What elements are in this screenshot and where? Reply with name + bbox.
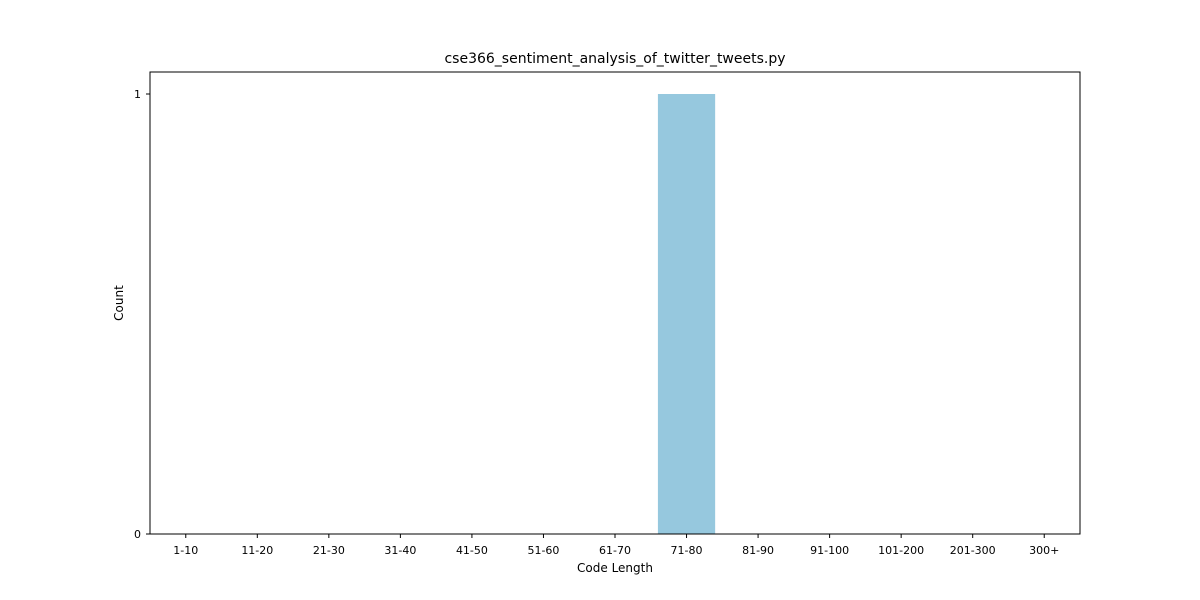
chart-title: cse366_sentiment_analysis_of_twitter_twe…: [444, 51, 785, 67]
axes-frame: [149, 71, 1081, 535]
x-tick-label: 201-300: [950, 544, 996, 557]
plot-area: 1-10 11-20 21-30 31-40 41-50 51-60 61-70 71-80 8…: [134, 88, 1059, 557]
x-axis-label: Code Length: [577, 561, 653, 575]
x-tick-label: 31-40: [384, 544, 416, 557]
bar-71-80: [657, 94, 716, 534]
x-tick-label: 91-100: [810, 544, 849, 557]
x-tick-label: 11-20: [241, 544, 273, 557]
x-tick-label: 21-30: [313, 544, 345, 557]
x-tick-label: 51-60: [527, 544, 559, 557]
y-tick-label: 1: [134, 88, 141, 101]
y-axis-label: Count: [112, 285, 126, 321]
x-tick-label: 81-90: [742, 544, 774, 557]
y-tick-label: 0: [134, 528, 141, 541]
x-tick-label: 41-50: [456, 544, 488, 557]
x-tick-label: 61-70: [599, 544, 631, 557]
x-tick-label: 101-200: [878, 544, 924, 557]
x-tick-label: 71-80: [671, 544, 703, 557]
x-tick-label: 300+: [1029, 544, 1059, 557]
x-tick-label: 1-10: [173, 544, 198, 557]
